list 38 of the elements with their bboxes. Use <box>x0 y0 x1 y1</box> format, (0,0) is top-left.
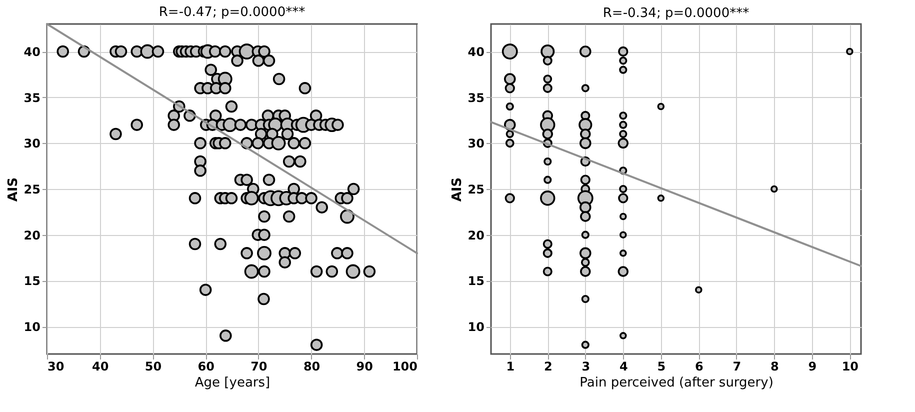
y-tick-label: 15 <box>24 274 40 288</box>
x-tick-label: 90 <box>356 360 373 374</box>
y-tick-label: 10 <box>468 320 484 334</box>
x-tick-label: 80 <box>303 360 320 374</box>
x-tick-label: 70 <box>250 360 268 374</box>
y-tick-label: 20 <box>24 228 40 242</box>
x-tick-label: 3 <box>582 360 590 374</box>
x-tick-label: 2 <box>544 360 552 374</box>
x-axis-title: Age [years] <box>194 376 270 390</box>
x-axis-title: Pain perceived (after surgery) <box>580 376 774 390</box>
x-tick-label: 40 <box>92 360 109 374</box>
y-axis-title: AIS <box>450 177 465 202</box>
y-tick-label: 35 <box>468 90 484 105</box>
x-tick-label: 9 <box>808 360 817 374</box>
y-tick-label: 15 <box>468 274 484 288</box>
x-tick-label: 7 <box>732 360 742 374</box>
y-tick-label: 20 <box>468 228 484 242</box>
x-tick-label: 50 <box>144 360 162 374</box>
x-tick-label: 30 <box>48 360 64 374</box>
y-tick-label: 10 <box>24 320 40 334</box>
chart-title: R=-0.47; p=0.0000*** <box>158 5 306 20</box>
x-tick-label: 6 <box>694 360 704 374</box>
y-tick-label: 35 <box>24 90 40 105</box>
chart-title: R=-0.34; p=0.0000*** <box>602 6 750 21</box>
y-axis-title: AIS <box>6 177 21 202</box>
x-tick-label: 60 <box>198 360 214 374</box>
x-tick-label: 5 <box>657 360 666 374</box>
y-tick-label: 30 <box>468 136 484 151</box>
y-tick-label: 40 <box>24 45 40 59</box>
y-tick-label: 40 <box>468 45 484 59</box>
y-tick-label: 25 <box>468 182 484 196</box>
y-tick-label: 25 <box>24 182 40 196</box>
x-tick-label: 10 <box>842 360 859 374</box>
x-tick-label: 100 <box>392 360 418 374</box>
x-tick-label: 8 <box>770 360 779 374</box>
x-tick-label: 1 <box>506 360 515 374</box>
y-tick-label: 30 <box>24 136 40 151</box>
x-tick-label: 4 <box>619 360 628 374</box>
